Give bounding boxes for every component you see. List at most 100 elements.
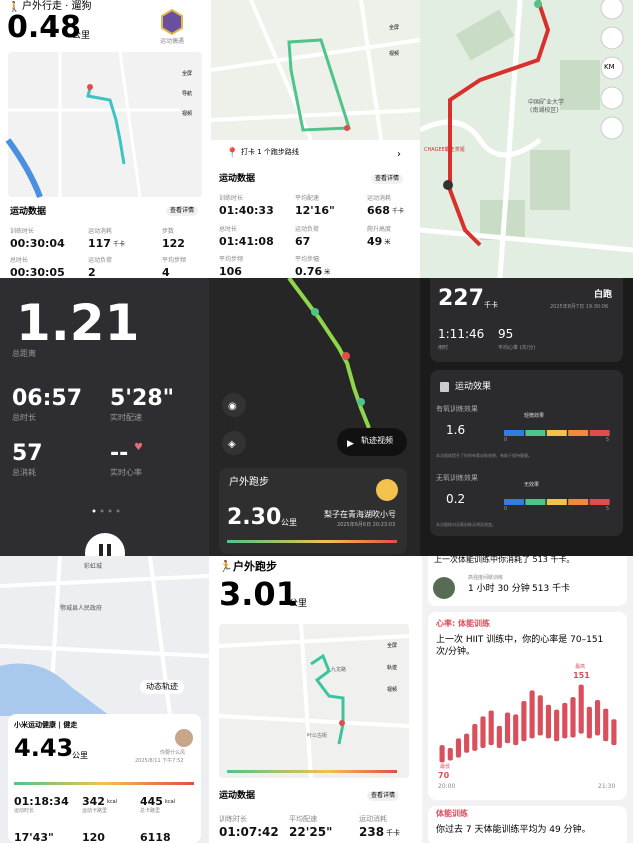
svg-text:›: › (397, 149, 401, 160)
panel-walk: 🚶 户外行走 · 遛狗 0.48 公里 运动偶遇 全屏 导航 视频 运动数据 查… (0, 0, 211, 278)
effect-note: 本次锻炼对无氧训练无明显改变。 (436, 522, 496, 527)
map: 🏃 (218, 560, 410, 779)
stat-value: 01:40:33 (219, 204, 274, 217)
hr-bar (439, 745, 445, 763)
hr-bar (603, 708, 609, 742)
hr-bar (447, 748, 453, 761)
stat-value: 445 (140, 795, 163, 808)
section: 运动数据 (10, 207, 47, 217)
checkin[interactable]: 打卡 1 个跑步路线 (241, 148, 299, 156)
hr-bar (455, 738, 462, 758)
map: 🚶 (5, 0, 202, 199)
stat-value: 06:57 (12, 386, 83, 411)
stat-value: 49 (367, 235, 383, 248)
unit: 公里 (289, 599, 308, 609)
hr-bar (594, 700, 601, 736)
track-button[interactable]: 动态轨迹 (140, 680, 184, 694)
title: 户外跑步 (229, 477, 269, 488)
effect-segment (525, 430, 546, 436)
map-button[interactable]: 导航 (182, 91, 193, 97)
stat-unit: 米 (324, 268, 331, 276)
section: 运动数据 (219, 174, 256, 184)
stat-value: 2 (88, 266, 96, 278)
map-button[interactable]: 轨迹 (387, 665, 398, 671)
details-button[interactable]: 查看详情 (371, 174, 404, 184)
stat-value: 17'43" (14, 831, 54, 843)
stat-value: 0.76 (295, 265, 323, 278)
details-button[interactable]: 查看详情 (166, 206, 199, 216)
video-button[interactable]: 轨迹视频 (361, 436, 393, 445)
user: 你要什么风 (160, 750, 186, 756)
effect-max: 5 (606, 506, 610, 512)
stat-label: 实时心率 (110, 468, 142, 477)
hr-bar (464, 733, 470, 753)
effect-value: 1.6 (446, 423, 466, 437)
map-button[interactable]: 视频 (389, 51, 400, 57)
cards (430, 278, 623, 536)
hr-bar (488, 710, 494, 746)
stat-label: 总时长 (219, 226, 238, 233)
stat-label: 总消耗 (12, 468, 36, 477)
map-button[interactable]: 视频 (387, 687, 398, 693)
hr-bar (611, 719, 617, 746)
distance: 4.43 (14, 734, 74, 762)
min-label: 最低 (440, 764, 451, 771)
stat-value: 6118 (140, 831, 171, 843)
hr-bar (521, 700, 527, 742)
stat-value: 00:30:05 (10, 266, 65, 278)
stat-value: 01:41:08 (219, 235, 274, 248)
details-button[interactable]: 查看详情 (367, 791, 400, 801)
unit: 公里 (72, 751, 88, 760)
svg-text:🏃: 🏃 (219, 560, 233, 573)
map-button[interactable]: 全屏 (182, 71, 193, 77)
hr-bar (578, 684, 584, 734)
svg-text:◈: ◈ (228, 439, 236, 450)
effect-min: 0 (504, 506, 508, 512)
hr-bar (537, 695, 543, 736)
stat-label: 平均步幅 (295, 256, 320, 263)
badge-label: 运动偶遇 (160, 38, 185, 45)
distance: 1.21 (16, 294, 140, 352)
svg-text:▶: ▶ (347, 439, 354, 449)
summary: 上一次体能训练中你消耗了 513 千卡。 (434, 556, 575, 564)
stat-value: 12'16" (295, 204, 335, 217)
cal-unit: 千卡 (484, 301, 498, 309)
effect-segment (504, 430, 524, 436)
train-title: 体能训练 (436, 809, 468, 818)
stat-value: 22'25" (289, 825, 333, 839)
effect-segment (546, 430, 567, 436)
time: 1 小时 30 分钟 (468, 584, 530, 594)
panel-effect: 227 千卡 白跑 2025年8月7日 19:30:06 1:11:46 用时 … (420, 278, 633, 556)
svg-text:🚶: 🚶 (8, 0, 20, 13)
app: 小米运动健康 | 健走 (14, 721, 78, 729)
effect-label: 无氧训练效果 (436, 474, 478, 482)
map-button[interactable]: 视频 (182, 111, 193, 117)
effect-title: 运动效果 (455, 382, 492, 392)
panel-live-run: ♥ 1.21 总距离 总时长 06:57 实时配速 5'28" 总消耗 57 实时心率 -- (0, 278, 209, 556)
hr-bar (562, 702, 568, 739)
unit: 公里 (72, 31, 91, 41)
stat-label: 运动卡路里 (82, 808, 108, 814)
stat-label: 运动消耗 (88, 228, 113, 235)
stat-value: 106 (219, 265, 242, 278)
distance-label: 总距离 (12, 349, 36, 358)
effect-label: 有氧训练效果 (436, 405, 478, 413)
min-value: 70 (438, 771, 450, 781)
stat-unit: kcal (164, 798, 176, 805)
map-button[interactable]: 全屏 (389, 25, 400, 31)
hr-bar (586, 706, 592, 739)
effect-segment (568, 430, 589, 436)
map: ◉ ◈ ▶ (219, 278, 407, 554)
heart-rate: 95 (498, 327, 514, 341)
calories: 227 (438, 286, 484, 311)
map-button[interactable]: 全屏 (387, 643, 398, 649)
max-label: 最高 (575, 663, 586, 670)
stat-unit: 千卡 (386, 829, 401, 838)
panel-dark-run: ◉ ◈ ▶ 轨迹视频 户外跑步 2.30 公里 梨子在青海湖吹小号 2025年6月… (209, 278, 420, 556)
stat-label: 平均步频 (219, 256, 244, 263)
stat-label: 总时长 (12, 413, 36, 422)
unit-button[interactable]: KM (604, 63, 615, 71)
duration-label: 用时 (438, 345, 449, 351)
hr-bar (496, 725, 502, 748)
